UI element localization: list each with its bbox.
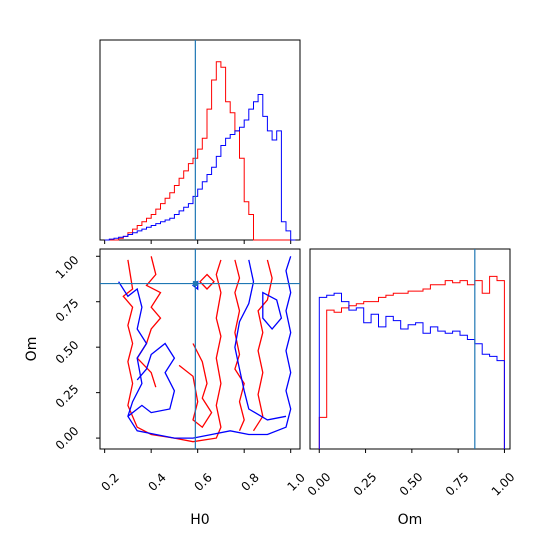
h0-histogram-run-b bbox=[104, 94, 296, 241]
p3-xtick-label-3: 0.75 bbox=[443, 470, 472, 499]
contour-b-outer bbox=[118, 256, 292, 439]
contour-b-mid bbox=[127, 342, 176, 417]
y-axis-label-om: Om bbox=[24, 337, 40, 362]
contour-b-right bbox=[234, 259, 287, 421]
x-axis-label-h0: H0 bbox=[190, 512, 209, 528]
p2-xtick-label-2: 0.6 bbox=[191, 470, 214, 493]
p2-xtick-label-1: 0.4 bbox=[145, 470, 168, 493]
p2-ytick-label-2: 0.50 bbox=[53, 338, 82, 367]
p3-xtick-label-0: 0.00 bbox=[305, 470, 334, 499]
h0-histogram-run-a bbox=[104, 61, 296, 241]
p2-xtick-label-0: 0.2 bbox=[98, 470, 121, 493]
p2-ytick-label-0: 0.00 bbox=[53, 424, 82, 453]
x-axis-label-om: Om bbox=[398, 512, 423, 528]
h0-om-contour-panel: 0.2 0.4 0.6 0.8 1.0 0.00 0.25 0.50 0.75 … bbox=[24, 248, 308, 528]
p2-xtick-label-3: 0.8 bbox=[238, 470, 261, 493]
h0-histogram-panel bbox=[99, 39, 301, 244]
contour-b-island bbox=[262, 291, 283, 331]
contour-a-island bbox=[199, 273, 215, 290]
p2-xtick-label-4: 1.0 bbox=[284, 470, 307, 493]
contour-a-left bbox=[136, 256, 162, 388]
p3-xtick-label-1: 0.25 bbox=[351, 470, 380, 499]
contour-a-right bbox=[234, 259, 245, 432]
p2-ytick-label-3: 0.75 bbox=[53, 296, 82, 325]
p2-ytick-label-4: 1.00 bbox=[53, 253, 82, 282]
p3-xtick-label-4: 1.00 bbox=[489, 470, 518, 499]
truth-marker bbox=[192, 281, 198, 287]
p3-xtick-label-2: 0.50 bbox=[397, 470, 426, 499]
p2-ytick-label-1: 0.25 bbox=[53, 382, 82, 411]
om-histogram-panel: 0.00 0.25 0.50 0.75 1.00 Om bbox=[305, 248, 518, 528]
contour-a-far-right bbox=[252, 259, 273, 432]
om-histogram-run-a bbox=[318, 275, 505, 449]
